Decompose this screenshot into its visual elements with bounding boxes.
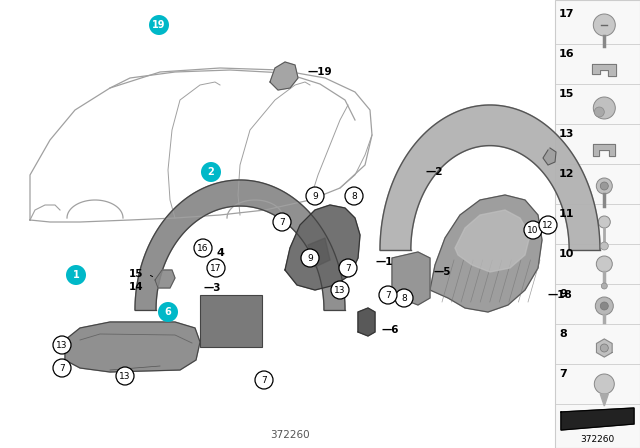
Polygon shape	[155, 270, 175, 288]
Text: 1: 1	[72, 270, 79, 280]
Text: 13: 13	[119, 371, 131, 380]
Circle shape	[600, 344, 608, 352]
Circle shape	[345, 187, 363, 205]
Text: 12: 12	[542, 220, 554, 229]
Circle shape	[339, 259, 357, 277]
Polygon shape	[593, 144, 615, 156]
Polygon shape	[358, 308, 375, 336]
Text: 13: 13	[56, 340, 68, 349]
Text: —2: —2	[425, 167, 442, 177]
Polygon shape	[561, 408, 634, 430]
Polygon shape	[543, 148, 556, 165]
Circle shape	[593, 97, 615, 119]
Text: 7: 7	[261, 375, 267, 384]
Circle shape	[116, 367, 134, 385]
Circle shape	[53, 336, 71, 354]
Text: 11: 11	[559, 209, 575, 219]
Bar	[200, 295, 262, 347]
Circle shape	[207, 259, 225, 277]
Circle shape	[194, 239, 212, 257]
Text: 2: 2	[207, 167, 214, 177]
Polygon shape	[455, 210, 530, 272]
Text: 15: 15	[129, 269, 143, 279]
Circle shape	[379, 286, 397, 304]
Circle shape	[301, 249, 319, 267]
Text: 15: 15	[559, 89, 574, 99]
Circle shape	[598, 216, 611, 228]
Text: 7: 7	[385, 290, 391, 300]
Text: 7: 7	[279, 217, 285, 227]
Circle shape	[524, 221, 542, 239]
Circle shape	[539, 216, 557, 234]
Text: —6: —6	[382, 325, 399, 335]
Text: 7: 7	[345, 263, 351, 272]
Text: 8: 8	[401, 293, 407, 302]
Polygon shape	[600, 394, 608, 406]
Polygon shape	[270, 62, 298, 90]
Text: 10: 10	[559, 249, 574, 259]
Text: 7: 7	[59, 363, 65, 372]
Polygon shape	[308, 238, 330, 267]
Text: 16: 16	[197, 244, 209, 253]
Text: 13: 13	[334, 285, 346, 294]
Polygon shape	[392, 252, 430, 305]
Circle shape	[273, 213, 291, 231]
Text: 8: 8	[559, 329, 567, 339]
Circle shape	[255, 371, 273, 389]
Circle shape	[66, 265, 86, 285]
Bar	[555, 0, 640, 448]
Circle shape	[596, 256, 612, 272]
Text: 10: 10	[527, 225, 539, 234]
Circle shape	[595, 107, 604, 117]
Circle shape	[306, 187, 324, 205]
Text: —1: —1	[375, 257, 392, 267]
Circle shape	[596, 178, 612, 194]
Circle shape	[602, 283, 607, 289]
Circle shape	[593, 14, 615, 36]
Circle shape	[600, 182, 608, 190]
Circle shape	[53, 359, 71, 377]
Polygon shape	[380, 105, 600, 250]
Circle shape	[395, 289, 413, 307]
Circle shape	[158, 302, 178, 322]
Text: 9: 9	[559, 289, 567, 299]
Circle shape	[600, 242, 608, 250]
Text: —5: —5	[433, 267, 451, 277]
Polygon shape	[430, 195, 542, 312]
Circle shape	[201, 162, 221, 182]
Circle shape	[595, 374, 614, 394]
Polygon shape	[65, 322, 200, 372]
Text: —3: —3	[204, 283, 221, 293]
Text: 4: 4	[216, 248, 224, 258]
Text: 13: 13	[559, 129, 574, 139]
Text: 19: 19	[152, 20, 166, 30]
Text: 12: 12	[559, 169, 575, 179]
Text: 9: 9	[307, 254, 313, 263]
Text: 7: 7	[559, 369, 567, 379]
Polygon shape	[596, 339, 612, 357]
Text: 17: 17	[211, 263, 221, 272]
Text: 8: 8	[351, 191, 357, 201]
Text: 17: 17	[559, 9, 575, 19]
Circle shape	[600, 302, 608, 310]
Text: 16: 16	[559, 49, 575, 59]
Polygon shape	[285, 205, 360, 290]
Text: 14: 14	[129, 282, 143, 292]
Circle shape	[595, 297, 613, 315]
Circle shape	[149, 15, 169, 35]
Text: 372260: 372260	[580, 435, 614, 444]
Text: 6: 6	[164, 307, 172, 317]
Polygon shape	[592, 64, 616, 76]
Text: 372260: 372260	[270, 430, 310, 440]
Text: 9: 9	[312, 191, 318, 201]
Text: —18: —18	[548, 290, 573, 300]
Circle shape	[331, 281, 349, 299]
Polygon shape	[135, 180, 345, 310]
Text: —19: —19	[308, 67, 333, 77]
